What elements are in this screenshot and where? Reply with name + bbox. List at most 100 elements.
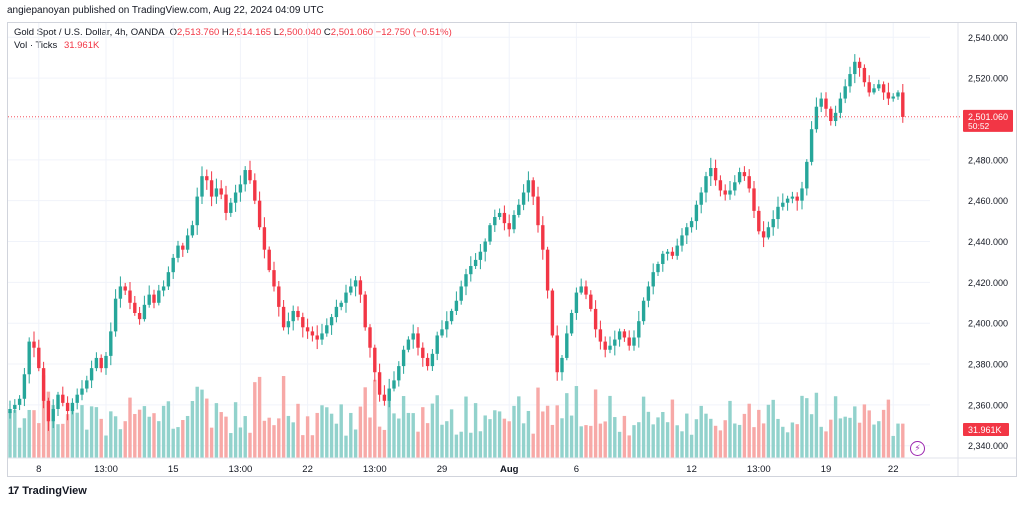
volume-bar <box>680 431 684 458</box>
volume-bar <box>488 419 492 458</box>
volume-bar <box>392 413 396 458</box>
volume-bar <box>248 432 252 458</box>
volume-bar <box>665 422 670 458</box>
volume-bar <box>109 411 113 458</box>
candle-body <box>243 170 247 185</box>
current-price-label: 2,501.060 <box>968 112 1008 122</box>
candle-body <box>123 286 127 291</box>
volume-bar <box>901 423 905 458</box>
candle-body <box>176 245 180 258</box>
volume-bar <box>291 422 295 458</box>
volume-bar <box>694 419 699 458</box>
candle-body <box>747 176 751 189</box>
candle-body <box>358 280 363 295</box>
candle-body <box>857 61 862 68</box>
volume-bar <box>569 415 574 458</box>
volume-bar <box>809 414 814 458</box>
volume-bar <box>531 433 535 458</box>
candle-body <box>886 92 891 99</box>
candle-body <box>867 82 871 93</box>
volume-bar <box>195 386 199 458</box>
candle-body <box>382 394 387 401</box>
volume-bar <box>13 409 17 458</box>
volume-bar <box>867 410 871 458</box>
candle-body <box>670 251 675 256</box>
volume-bar <box>133 413 137 458</box>
volume-label[interactable]: Vol · Ticks <box>14 40 58 51</box>
volume-bar <box>185 415 190 458</box>
candle-body <box>325 325 329 334</box>
volume-bar <box>176 427 180 458</box>
candle-body <box>637 321 641 338</box>
volume-bar <box>454 434 459 458</box>
chart-frame <box>7 22 1017 477</box>
volume-bar <box>449 409 454 458</box>
candle-body <box>627 337 631 346</box>
candle-body <box>85 380 89 389</box>
candle-body <box>881 84 886 93</box>
high-value: 2,514.165 <box>228 27 272 38</box>
candle-body <box>305 327 310 332</box>
candle-body <box>61 394 65 403</box>
volume-bar <box>704 413 708 458</box>
volume-bar <box>545 405 550 458</box>
volume-bar <box>589 425 593 458</box>
lightning-icon[interactable]: ⚡ <box>910 441 925 456</box>
volume-bar <box>728 400 732 458</box>
candle-body <box>824 98 828 109</box>
volume-bar <box>752 427 756 458</box>
volume-bar <box>781 426 785 458</box>
candle-body <box>320 333 324 340</box>
open-value: 2,513.760 <box>177 27 220 38</box>
candle-body <box>569 313 574 334</box>
volume-bar <box>89 406 94 458</box>
candle-body <box>584 286 588 295</box>
candle-body <box>560 357 564 373</box>
volume-bar <box>440 424 444 458</box>
candle-body <box>17 398 22 405</box>
volume-bar <box>689 434 694 458</box>
candle-body <box>349 286 353 293</box>
volume-bar <box>497 411 502 458</box>
candle-body <box>377 372 382 395</box>
volume-bar <box>805 398 809 458</box>
candle-body <box>579 286 583 293</box>
volume-bar <box>829 419 833 458</box>
candle-body <box>718 180 723 191</box>
candle-body <box>363 294 367 328</box>
candle-body <box>339 302 343 307</box>
volume-bar <box>315 412 319 458</box>
volume-bar <box>670 399 675 458</box>
candle-body <box>593 308 598 330</box>
candle-body <box>896 92 900 97</box>
volume-bar <box>771 399 775 458</box>
volume-bar <box>377 426 382 458</box>
volume-bar <box>766 404 771 458</box>
volume-bar <box>886 399 891 458</box>
candle-body <box>46 400 51 422</box>
candle-body <box>589 294 593 309</box>
change-value: −12.750 (−0.51%) <box>375 27 452 38</box>
candle-body <box>901 92 905 117</box>
volume-bar <box>32 410 36 458</box>
y-tick-label: 2,380.000 <box>968 360 1008 370</box>
symbol-title[interactable]: Gold Spot / U.S. Dollar, 4h, OANDA <box>14 27 164 38</box>
candle-body <box>133 302 137 313</box>
volume-bar <box>747 403 751 458</box>
candle-body <box>829 108 833 122</box>
volume-bar <box>253 382 257 458</box>
volume-bar <box>37 423 41 458</box>
candle-body <box>262 227 267 250</box>
tradingview-footer: 17 TradingView <box>8 485 87 497</box>
volume-bar <box>99 418 103 458</box>
candle-body <box>651 272 655 287</box>
tradingview-brand: TradingView <box>22 485 87 497</box>
volume-bar <box>325 407 329 458</box>
volume-bar <box>17 427 22 458</box>
x-tick-label: 6 <box>574 464 579 475</box>
volume-bar <box>329 413 334 458</box>
volume-bar <box>51 405 55 458</box>
volume-bar <box>819 426 823 458</box>
candle-body <box>89 368 94 381</box>
